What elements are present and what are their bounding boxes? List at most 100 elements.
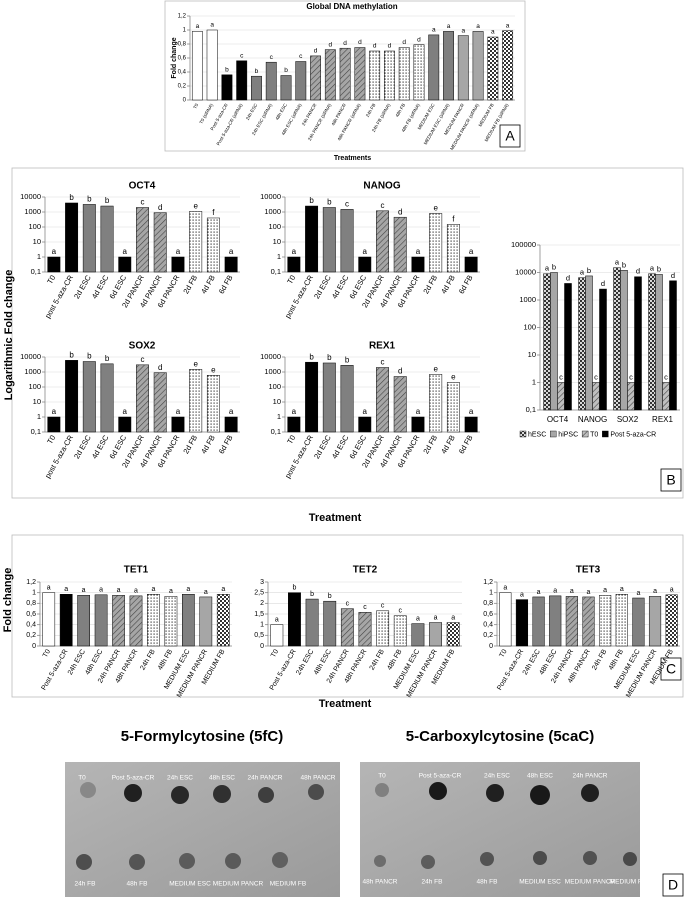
significance-label: c (381, 358, 385, 367)
significance-label: c (141, 355, 145, 364)
blot-label: 48h FB (477, 879, 498, 886)
y-tick-label: 1,2 (483, 579, 493, 586)
blot-label: 24h PANCR (248, 775, 283, 782)
x-tick-label: 2d FB (421, 273, 439, 295)
significance-label: a (52, 247, 57, 256)
x-tick-label: T0 (285, 273, 297, 285)
blot-dot (486, 784, 504, 802)
significance-label: b (87, 352, 92, 361)
significance-label: a (134, 588, 138, 595)
bar (632, 597, 645, 647)
significance-label: a (176, 247, 181, 256)
bar (411, 416, 425, 433)
y-tick-label: 0 (32, 643, 36, 650)
y-tick-label: 0,1 (526, 405, 536, 414)
bar (429, 622, 442, 647)
y-tick-label: 0,4 (26, 622, 36, 629)
significance-label: a (620, 586, 624, 593)
y-tick-label: 10 (33, 397, 41, 406)
bar-pattern (627, 382, 635, 410)
significance-label: c (141, 198, 145, 207)
legend-swatch (602, 430, 609, 438)
blot-dot (179, 853, 195, 869)
bar-pattern (136, 207, 149, 272)
y-tick-label: 10000 (260, 352, 281, 361)
significance-label: c (345, 199, 349, 208)
bar-pattern (413, 44, 425, 100)
bar (236, 60, 248, 101)
x-tick-label: T0 (498, 648, 508, 659)
bar-pattern (615, 594, 628, 646)
blot-dot (80, 782, 96, 798)
bar-pattern (325, 49, 336, 100)
bar (82, 204, 96, 273)
significance-label: a (186, 586, 190, 593)
bar-pattern (592, 382, 600, 410)
y-tick-label: 1,5 (254, 611, 264, 618)
y-tick-label: 1 (32, 590, 36, 597)
significance-label: a (292, 247, 297, 256)
y-tick-label: 1 (260, 622, 264, 629)
bar-pattern (543, 273, 551, 410)
y-tick-label: 0,8 (26, 600, 36, 607)
y-tick-label: 1,2 (26, 579, 36, 586)
bar-pattern (217, 594, 230, 646)
y-tick-label: 0,1 (271, 427, 281, 436)
bar (669, 280, 677, 411)
significance-label: a (275, 617, 279, 624)
y-tick-label: 100 (523, 322, 536, 331)
panel-label: C (666, 661, 676, 677)
blot-label: MEDIUM FB (610, 879, 646, 886)
x-tick-label: 4d FB (439, 273, 457, 295)
y-tick-label: 1 (277, 252, 281, 261)
significance-label: d (373, 43, 377, 50)
bar (428, 34, 440, 101)
significance-label: a (292, 407, 297, 416)
significance-label: a (587, 589, 591, 596)
x-tick-label: 48h FB (386, 648, 404, 671)
significance-label: b (657, 264, 661, 273)
significance-label: b (69, 350, 74, 359)
bar (287, 416, 301, 433)
y-tick-label: 0 (183, 98, 187, 104)
blot-dot (124, 784, 142, 802)
significance-label: d (358, 39, 362, 46)
legend-label: hiPSC (558, 431, 578, 438)
significance-label: a (196, 23, 200, 30)
significance-label: a (506, 22, 510, 29)
bar-pattern (399, 47, 410, 100)
significance-label: a (169, 588, 173, 595)
significance-label: b (284, 67, 288, 74)
significance-label: c (594, 372, 598, 381)
bar (655, 274, 663, 411)
significance-label: a (570, 588, 574, 595)
bar (322, 207, 336, 273)
bar (443, 31, 454, 101)
blot-label: MEDIUM ESC (169, 881, 211, 888)
blot-label: 24h ESC (484, 773, 510, 780)
blot-dot (429, 782, 447, 800)
blot-label: MEDIUM PANCR (565, 879, 616, 886)
blot-dot (272, 852, 288, 868)
significance-label: a (210, 22, 214, 29)
legend-label: T0 (590, 431, 598, 438)
bar (305, 205, 319, 273)
significance-label: a (553, 588, 557, 595)
blot-label: 24h FB (422, 879, 443, 886)
bar (280, 75, 292, 101)
significance-label: a (503, 585, 507, 592)
y-tick-label: 1000 (24, 367, 41, 376)
blot-dot (213, 785, 231, 803)
significance-label: b (327, 198, 332, 207)
significance-label: e (451, 373, 456, 382)
y-tick-label: 10 (33, 237, 41, 246)
significance-label: a (461, 27, 465, 34)
x-tick-label: 24h FB (139, 648, 157, 671)
y-tick-label: 100 (268, 222, 281, 231)
bar-pattern (582, 596, 595, 646)
significance-label: a (152, 586, 156, 593)
significance-label: c (299, 53, 303, 60)
y-tick-label: 0,5 (254, 632, 264, 639)
significance-label: a (491, 29, 495, 36)
x-tick-label: SOX2 (617, 415, 639, 424)
